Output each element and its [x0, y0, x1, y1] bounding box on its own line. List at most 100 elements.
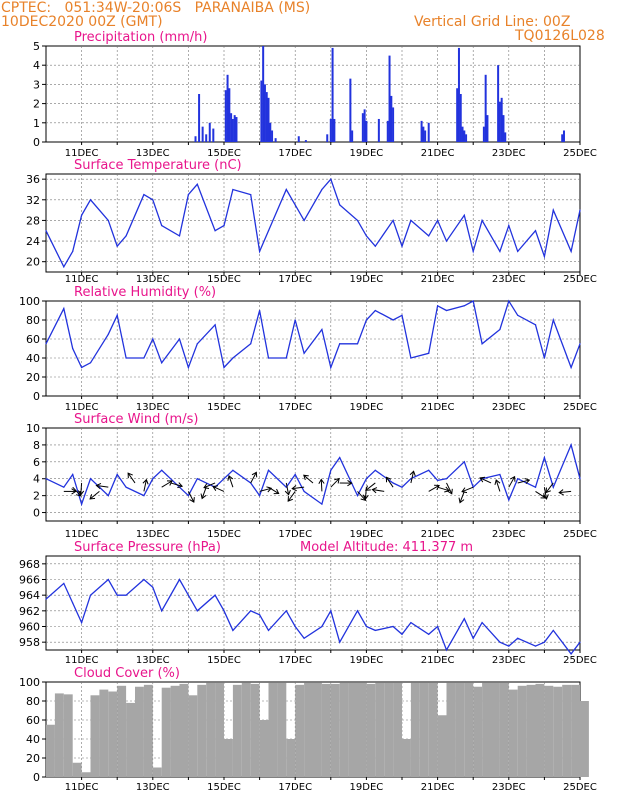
- data-point: [365, 478, 367, 480]
- wind-arrow: [508, 476, 516, 488]
- wind-arrow: [446, 482, 453, 494]
- data-point: [223, 478, 225, 480]
- data-point: [534, 645, 537, 647]
- wind-arrow: [170, 482, 183, 487]
- cloud-bar: [54, 693, 64, 777]
- data-point: [401, 633, 403, 635]
- data-point: [579, 478, 581, 480]
- data-point: [72, 347, 74, 350]
- data-point: [579, 641, 581, 643]
- wind-arrow-head: [542, 494, 549, 500]
- panel-title: Surface Wind (m/s): [74, 412, 198, 427]
- data-point: [356, 610, 359, 612]
- wind-arrow-head: [458, 497, 465, 504]
- data-point: [570, 444, 572, 446]
- data-point: [517, 314, 519, 316]
- y-tick-label: 80: [26, 695, 40, 708]
- cloud-bar: [117, 685, 127, 777]
- data-point: [330, 178, 332, 180]
- data-point: [63, 582, 65, 585]
- data-point: [463, 305, 465, 307]
- wind-arrow-head: [77, 490, 85, 496]
- data-point: [330, 610, 332, 612]
- precip-bar: [459, 94, 462, 142]
- x-tick-label: 11DEC: [65, 148, 99, 159]
- data-point: [428, 235, 430, 237]
- panel-0: [42, 45, 581, 145]
- cloud-bar: [508, 689, 518, 777]
- y-tick-label: 3: [33, 78, 40, 91]
- precip-bar: [420, 120, 423, 142]
- data-point: [445, 649, 448, 651]
- data-point: [89, 478, 92, 480]
- data-point: [259, 309, 261, 312]
- x-tick-label: 21DEC: [421, 402, 455, 413]
- data-point: [187, 594, 189, 596]
- x-tick-label: 23DEC: [492, 274, 526, 285]
- y-tick-label: 60: [26, 714, 40, 727]
- data-point: [196, 610, 198, 612]
- data-point: [552, 319, 554, 321]
- cloud-bar: [339, 682, 349, 777]
- data-point: [267, 230, 270, 232]
- x-tick-label: 25DEC: [563, 655, 597, 666]
- precip-bar: [269, 122, 272, 142]
- data-point: [152, 586, 154, 588]
- data-point: [508, 645, 510, 647]
- wind-arrow-head: [273, 488, 280, 495]
- x-tick-label: 13DEC: [136, 529, 170, 540]
- data-point: [543, 456, 546, 459]
- data-point: [63, 308, 65, 310]
- precip-bar: [482, 126, 485, 142]
- cloud-bar: [526, 684, 536, 777]
- data-point: [143, 578, 145, 581]
- cloud-bar: [304, 682, 313, 777]
- x-tick-label: 11DEC: [65, 274, 99, 285]
- wind-arrow-head: [142, 478, 149, 485]
- x-tick-label: 23DEC: [492, 782, 526, 793]
- precip-bar: [224, 90, 227, 142]
- wind-arrow-head: [251, 471, 258, 478]
- cloud-bar: [553, 686, 563, 777]
- wind-arrow: [320, 479, 323, 492]
- wind-arrow-head: [127, 472, 133, 479]
- panel-title: Precipitation (mm/h): [74, 30, 207, 45]
- data-point: [303, 219, 305, 222]
- wind-arrow: [330, 478, 340, 488]
- wind-arrow: [187, 491, 195, 503]
- cloud-bar: [562, 684, 572, 777]
- wind-arrow-head: [447, 488, 453, 495]
- data-point: [259, 495, 261, 497]
- y-tick-label: 100: [19, 676, 40, 689]
- x-tick-label: 19DEC: [350, 274, 384, 285]
- precip-bar: [361, 113, 364, 142]
- y-tick-label: 4: [33, 473, 40, 486]
- x-tick-label: 17DEC: [278, 529, 312, 540]
- x-tick-label: 21DEC: [421, 655, 455, 666]
- cloud-bar: [126, 702, 135, 777]
- data-point: [214, 594, 216, 596]
- plot-frame: [45, 45, 581, 143]
- series-line: [45, 177, 581, 269]
- precip-bar: [230, 113, 233, 142]
- data-point: [437, 305, 439, 307]
- wind-arrow: [357, 491, 366, 501]
- data-point: [463, 618, 465, 620]
- precip-bar: [198, 94, 201, 142]
- wind-arrow: [459, 491, 465, 503]
- data-point: [63, 486, 65, 488]
- wind-arrow: [285, 482, 290, 495]
- wind-arrow-head: [287, 496, 293, 502]
- x-tick-label: 15DEC: [207, 529, 241, 540]
- y-tick-label: 966: [19, 574, 40, 587]
- wind-arrow-head: [461, 487, 468, 494]
- cloud-bar: [410, 682, 420, 777]
- cloud-bar: [499, 682, 509, 777]
- x-tick-label: 17DEC: [278, 782, 312, 793]
- cloud-bar: [143, 684, 153, 777]
- precip-bar: [561, 134, 564, 142]
- wind-arrow-head: [347, 479, 353, 487]
- data-point: [294, 473, 296, 476]
- wind-arrow: [365, 482, 376, 491]
